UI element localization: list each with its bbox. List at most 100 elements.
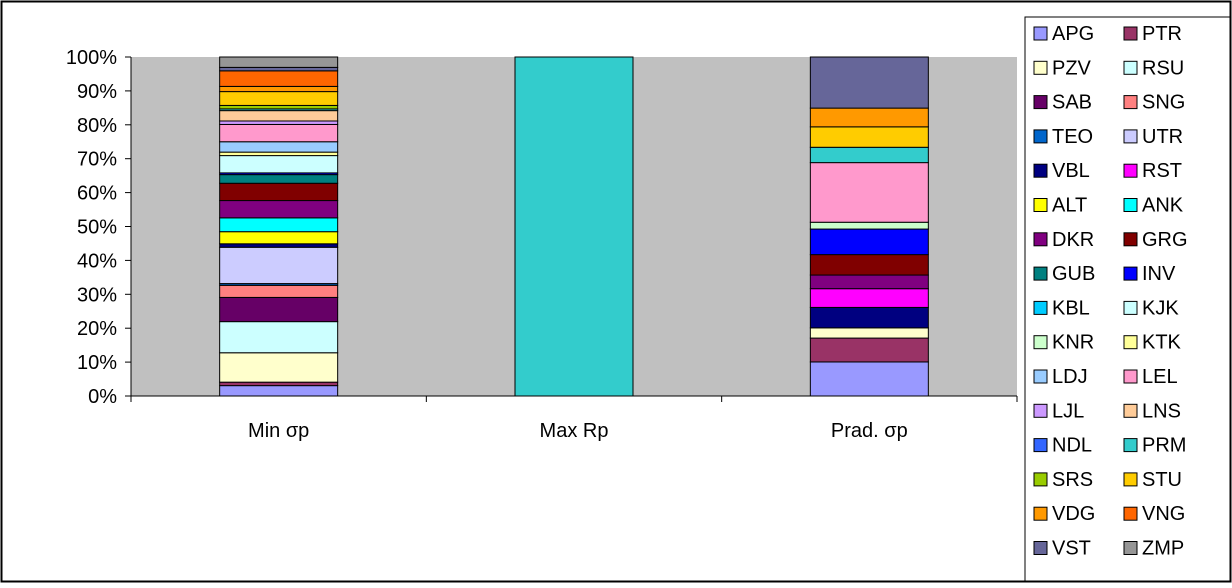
legend-swatch [1123, 198, 1138, 212]
y-tick-label: 40% [77, 250, 117, 272]
x-category-label: Min σp [248, 420, 309, 442]
bar-segment-stu [809, 126, 929, 148]
y-tick-label: 60% [77, 183, 117, 205]
bar-segment-apg [219, 385, 339, 397]
legend-swatch [1123, 369, 1138, 384]
bar-segment-apg [809, 361, 929, 397]
bar-segment-ljl [219, 120, 339, 125]
bar-segment-prm [809, 146, 929, 164]
bar-segment-lns [219, 110, 339, 122]
y-tick-label: 0% [88, 386, 117, 408]
bar-segment-vdg [809, 107, 929, 128]
bar-segment-prm [514, 56, 634, 397]
y-tick-label: 20% [77, 318, 117, 340]
y-tick-label: 70% [77, 149, 117, 171]
bar-segment-vng [219, 70, 339, 87]
legend-label: PTR [1142, 23, 1182, 45]
legend-label: VNG [1142, 503, 1185, 525]
legend-label: UTR [1142, 126, 1183, 148]
legend-swatch [1123, 403, 1138, 418]
bar-segment-vst [809, 56, 929, 109]
legend-swatch [1123, 541, 1138, 555]
legend: APG PTR PZV RSU SAB SNG TEO UTR VBL RST ALT ANK DKR G… [1024, 16, 1231, 582]
legend-swatch [1123, 26, 1138, 41]
legend-label: KJK [1142, 297, 1179, 319]
legend-label: RST [1142, 160, 1182, 182]
legend-label: ALT [1052, 195, 1087, 217]
bar-segment-ldj [219, 141, 339, 153]
bar-segment-vst [219, 66, 339, 72]
legend-label: PZV [1052, 57, 1092, 79]
legend-swatch [1123, 232, 1138, 247]
bar-segment-stu [219, 91, 339, 106]
x-category-label: Max Rp [540, 420, 609, 442]
legend-label: SRS [1052, 469, 1093, 491]
legend-label: LDJ [1052, 366, 1088, 388]
bar-segment-rst [809, 288, 929, 308]
legend-label: RSU [1142, 57, 1184, 79]
bar-segment-srs [219, 104, 339, 110]
legend-swatch [1123, 300, 1138, 315]
legend-label: VST [1052, 538, 1091, 560]
legend-swatch [1123, 95, 1138, 110]
legend-label: SNG [1142, 92, 1185, 114]
legend-label: LJL [1052, 400, 1084, 422]
legend-swatch [1033, 472, 1048, 487]
legend-swatch [1033, 60, 1048, 75]
legend-swatch [1033, 335, 1048, 350]
legend-label: DKR [1052, 229, 1094, 251]
legend-label: LNS [1142, 400, 1181, 422]
bar-segment-knr [809, 221, 929, 230]
bar-segment-inv [809, 228, 929, 256]
bar-segment-ktk [219, 151, 339, 157]
bar-segment-sab [219, 296, 339, 323]
plot-area: 0% 10% 20% 30% 40% 50% 60% 70% 80% 90% 100% Min σp M… [66, 47, 1018, 442]
bar-segment-ptr [809, 337, 929, 363]
legend-label: INV [1142, 263, 1176, 285]
legend-swatch [1033, 198, 1048, 212]
legend-swatch [1123, 163, 1138, 178]
legend-label: LEL [1142, 366, 1178, 388]
legend-label: NDL [1052, 435, 1092, 457]
legend-swatch [1123, 266, 1138, 281]
legend-swatch [1033, 129, 1048, 144]
legend-box [1024, 16, 1231, 582]
bar-segment-zmp [219, 56, 339, 68]
legend-swatch [1033, 26, 1048, 41]
y-tick-label: 50% [77, 217, 117, 239]
legend-label: KTK [1142, 332, 1182, 354]
bar-segment-sng [219, 284, 339, 298]
bar-segment-vdg [219, 85, 339, 93]
legend-label: ANK [1142, 195, 1184, 217]
x-category-label: Prad. σp [831, 420, 908, 442]
legend-swatch [1033, 95, 1048, 110]
legend-swatch [1033, 300, 1048, 315]
bar-segment-pzv [809, 327, 929, 339]
legend-label: GRG [1142, 229, 1188, 251]
y-tick-label: 100% [66, 47, 117, 69]
bar-segment-vbl [809, 306, 929, 329]
bar-segment-alt [219, 231, 339, 245]
legend-label: VDG [1052, 503, 1095, 525]
legend-label: PRM [1142, 435, 1186, 457]
bar-segment-rsu [219, 321, 339, 354]
legend-swatch [1033, 438, 1048, 453]
legend-label: KBL [1052, 297, 1090, 319]
legend-swatch [1123, 129, 1138, 144]
legend-swatch [1123, 438, 1138, 453]
bar-segment-vbl [219, 243, 339, 248]
legend-label: TEO [1052, 126, 1093, 148]
bar-segment-kjk [219, 155, 339, 174]
legend-label: KNR [1052, 332, 1094, 354]
legend-swatch [1033, 163, 1048, 178]
legend-swatch [1123, 60, 1138, 75]
legend-swatch [1123, 506, 1138, 521]
legend-label: GUB [1052, 263, 1095, 285]
y-tick-label: 90% [77, 81, 117, 103]
legend-swatch [1123, 335, 1138, 350]
legend-label: VBL [1052, 160, 1090, 182]
bar-segment-gub [219, 174, 339, 184]
legend-label: APG [1052, 23, 1094, 45]
